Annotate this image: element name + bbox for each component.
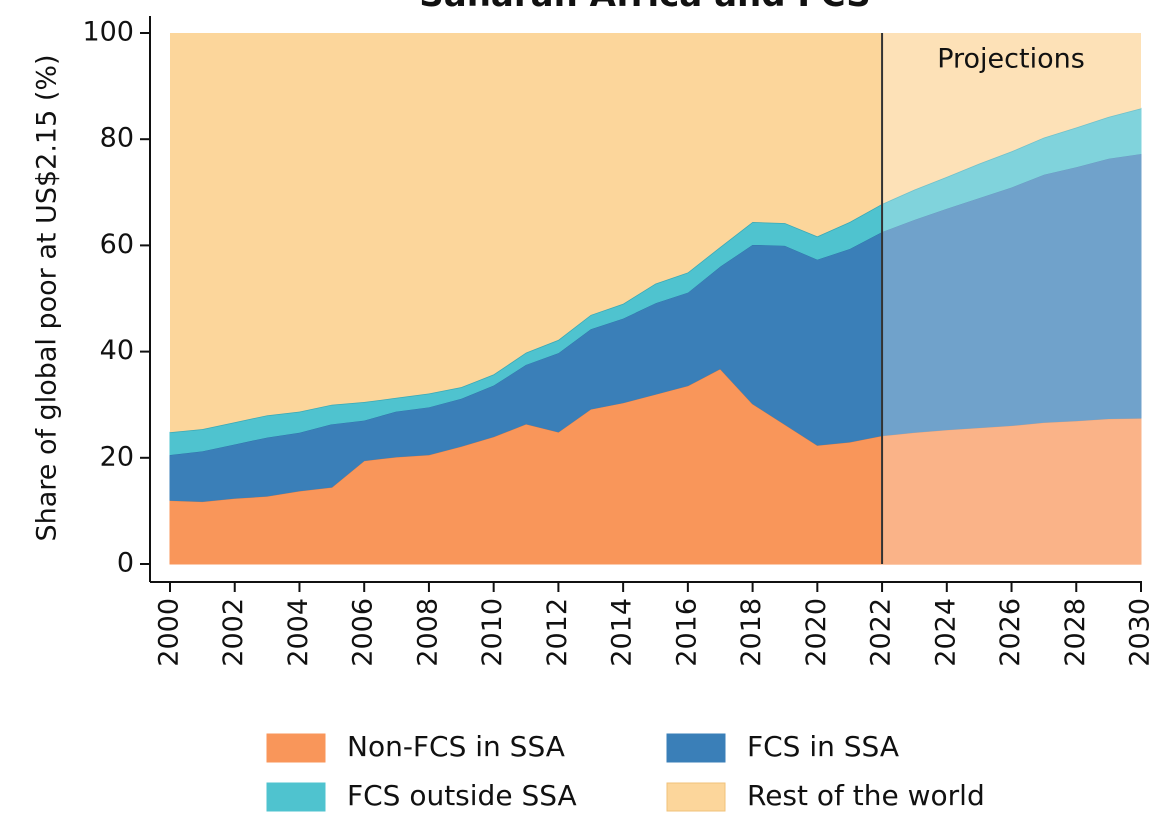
chart-title: Saharan Africa and FCS: [419, 0, 870, 15]
legend-label: Rest of the world: [747, 779, 985, 812]
x-tick-label: 2002: [218, 598, 249, 667]
legend-label: Non-FCS in SSA: [347, 730, 565, 763]
y-tick-label: 0: [117, 548, 134, 579]
x-tick-label: 2016: [671, 598, 702, 667]
legend-swatch: [666, 782, 726, 812]
legend-label: FCS outside SSA: [347, 779, 577, 812]
y-tick-label: 20: [100, 441, 134, 472]
x-tick-label: 2004: [283, 598, 314, 667]
y-tick-label: 40: [100, 335, 134, 366]
x-tick-label: 2028: [1060, 598, 1091, 667]
annotation: Projections: [937, 44, 1085, 75]
x-tick-label: 2022: [866, 598, 897, 667]
x-tick-label: 2000: [154, 598, 185, 667]
x-tick-label: 2024: [930, 598, 961, 667]
x-tick-label: 2010: [477, 598, 508, 667]
x-tick-label: 2008: [412, 598, 443, 667]
x-tick-label: 2006: [348, 598, 379, 667]
x-tick-label: 2014: [607, 598, 638, 667]
area: [170, 33, 1141, 433]
legend-swatch: [266, 733, 326, 763]
legend-swatch: [666, 733, 726, 763]
y-tick-label: 80: [100, 123, 134, 154]
y-axis-label: Share of global poor at US$2.15 (%): [32, 54, 63, 541]
legend-swatch: [266, 782, 326, 812]
y-tick-label: 100: [82, 17, 134, 48]
x-tick-label: 2020: [801, 598, 832, 667]
x-tick-label: 2018: [736, 598, 767, 667]
legend-label: FCS in SSA: [747, 730, 899, 763]
x-tick-label: 2030: [1125, 598, 1153, 667]
x-tick-label: 2012: [542, 598, 573, 667]
y-tick-label: 60: [100, 229, 134, 260]
projection-shade: [882, 33, 1142, 564]
x-tick-label: 2026: [995, 598, 1026, 667]
